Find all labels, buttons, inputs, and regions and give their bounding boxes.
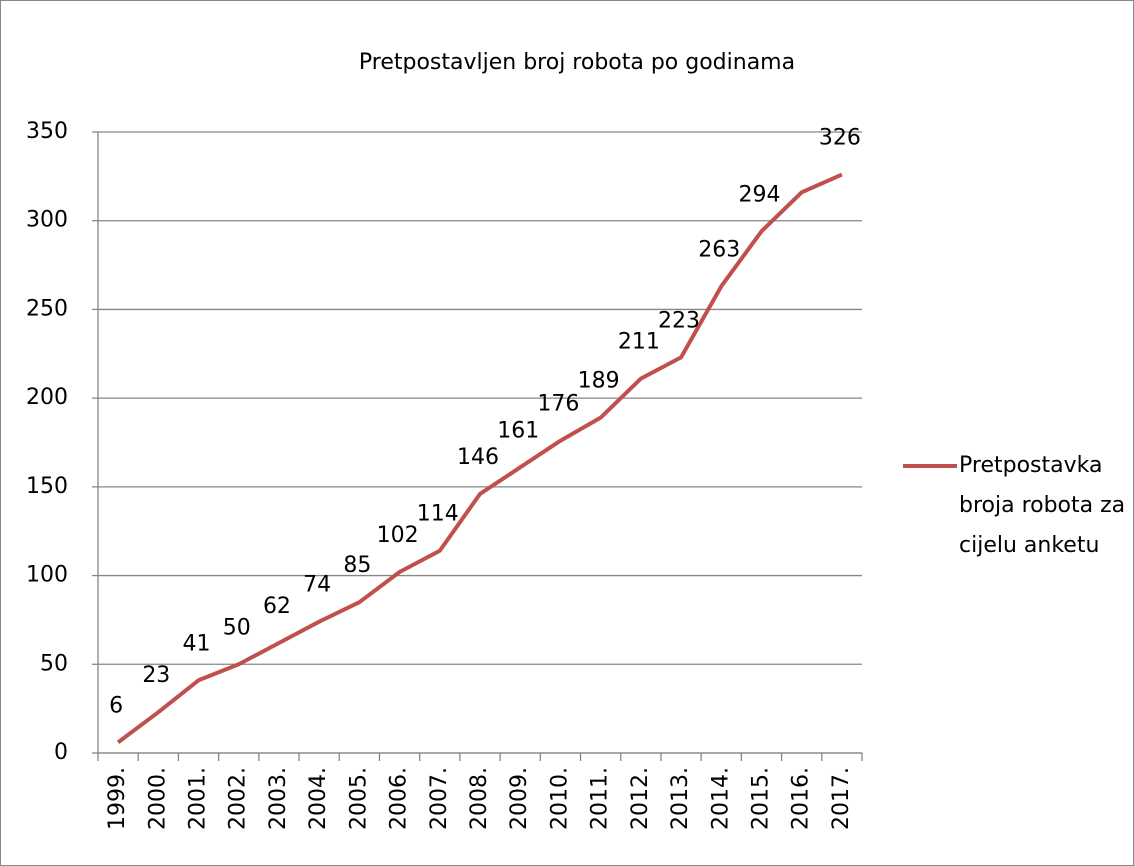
data-label: 176 [537,392,579,417]
data-label: 189 [578,369,620,394]
y-tick-label: 350 [26,119,68,144]
y-tick-label: 200 [26,385,68,410]
data-label: 6 [109,693,123,718]
y-tick-label: 250 [26,296,68,321]
data-label: 223 [658,308,700,333]
x-tick-label: 2000. [145,767,170,830]
data-label: 50 [223,615,251,640]
x-tick-label: 2007. [427,767,452,830]
data-label: 146 [457,445,499,470]
data-label: 263 [698,237,740,262]
x-tick-label: 2015. [748,767,773,830]
x-tick-label: 2006. [387,767,412,830]
x-tick-label: 2010. [547,767,572,830]
data-label: 23 [142,663,170,688]
x-tick-label: 2014. [708,767,733,830]
x-tick-label: 2012. [628,767,653,830]
x-tick-label: 2003. [266,767,291,830]
y-tick-label: 150 [26,474,68,499]
x-tick-label: 2004. [306,767,331,830]
x-tick-label: 1999. [105,767,130,830]
data-label: 294 [738,182,780,207]
data-label: 85 [343,553,371,578]
x-tick-label: 2011. [588,767,613,830]
y-tick-label: 50 [40,651,68,676]
y-tick-label: 100 [26,563,68,588]
x-tick-label: 2016. [789,767,814,830]
data-label: 62 [263,594,291,619]
line-series [116,172,843,744]
y-tick-label: 300 [26,208,68,233]
x-tick-label: 2002. [226,767,251,830]
x-tick-label: 2013. [668,767,693,830]
data-label: 326 [819,126,861,151]
data-label: 41 [183,631,211,656]
x-tick-label: 2001. [186,767,211,830]
data-label: 161 [497,418,539,443]
data-label: 114 [417,502,459,527]
chart-title: Pretpostavljen broj robota po godinama [359,50,795,75]
data-label: 211 [618,330,660,355]
x-tick-label: 2005. [346,767,371,830]
y-tick-label: 0 [54,740,68,765]
data-label: 74 [303,573,331,598]
legend-label: Pretpostavka broja robota za cijelu anke… [959,453,1126,558]
x-tick-label: 2009. [507,767,532,830]
data-label: 102 [377,523,419,548]
x-tick-label: 2017. [829,767,854,830]
x-tick-label: 2008. [467,767,492,830]
